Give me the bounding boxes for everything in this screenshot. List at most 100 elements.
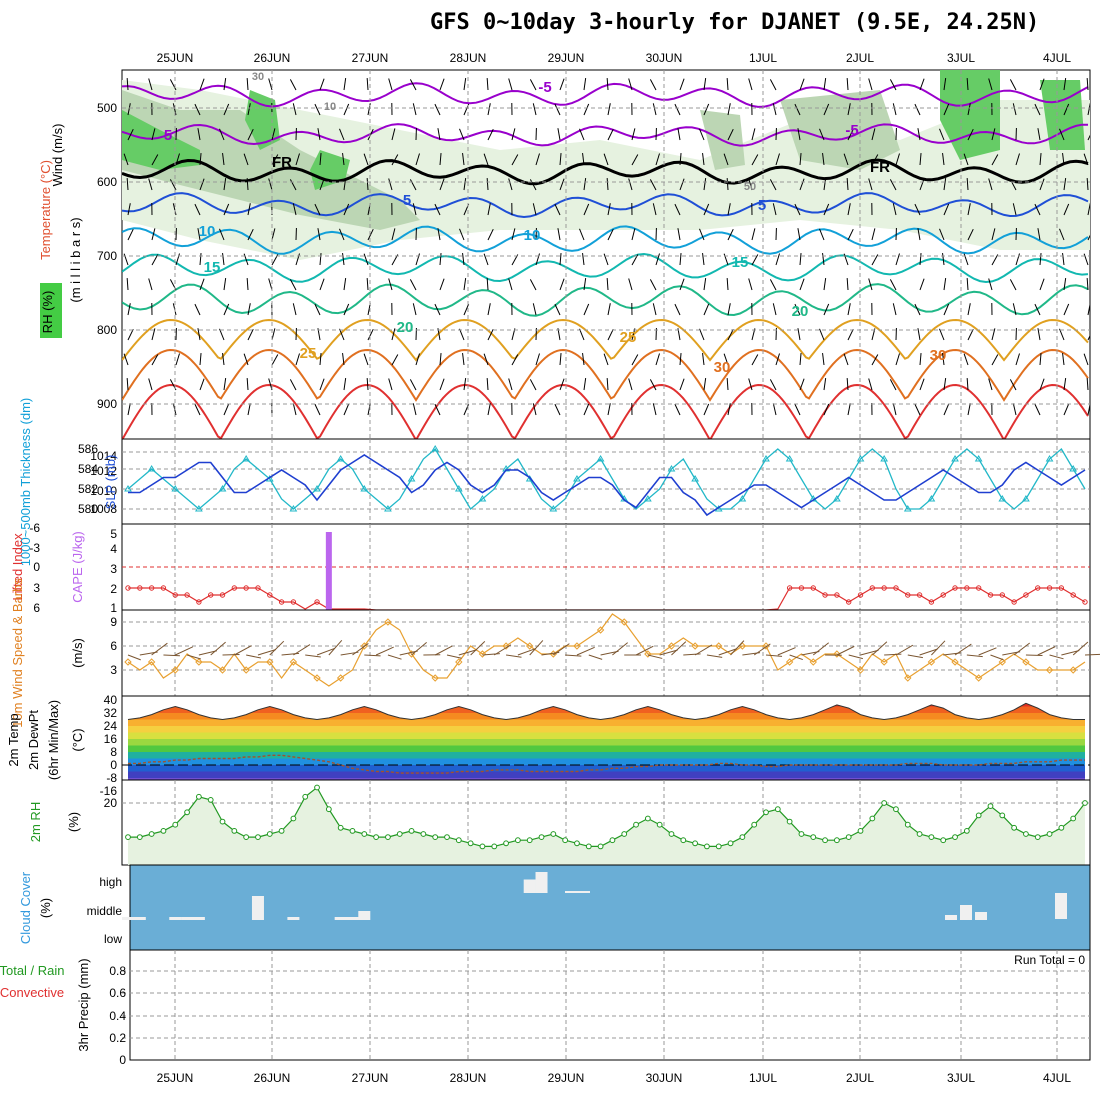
wind-barb: [412, 103, 417, 116]
rh-point: [845, 834, 852, 840]
wind-barb: [223, 103, 230, 116]
y-tick-label: 700: [97, 249, 117, 263]
wind-barb: [966, 177, 969, 191]
wind-barb: [699, 328, 705, 341]
wind-barb: [871, 254, 879, 266]
wind-barb: [579, 228, 585, 241]
wind-barb: [529, 79, 537, 91]
wind-speed-point: [242, 666, 250, 674]
wind-barb: [366, 177, 369, 191]
wind-barb: [342, 153, 345, 166]
panel-2m-rh: 20 2m RH (%): [28, 779, 1091, 866]
2m-rh-unit: (%): [66, 812, 81, 832]
panel-lifted-index: -6 -3 0 3 6 54 3 2 1 Lifted Index CAPE (J/kg): [10, 521, 1091, 615]
rh-shade-mid: [780, 90, 900, 170]
wind-barb: [727, 303, 731, 316]
y-tick-label: 0: [110, 758, 117, 772]
wind-barb: [726, 177, 729, 191]
wind-barb: [836, 645, 855, 656]
y-tick-label: 2: [110, 582, 117, 596]
rh-point: [243, 834, 250, 840]
wind-barb: [1009, 179, 1017, 191]
wind-barb: [409, 279, 417, 291]
wind-barb: [967, 228, 974, 241]
rh-point: [255, 834, 261, 840]
wind-barb: [892, 403, 897, 416]
wind-barb: [388, 178, 393, 191]
wind-barb: [268, 178, 273, 191]
contour-label: 50: [744, 181, 756, 193]
isotherm-minus5: [122, 82, 1089, 108]
wind-barb: [199, 378, 205, 391]
rh-point: [727, 840, 734, 847]
rh-point: [893, 806, 899, 813]
y-tick-label: low: [104, 932, 122, 946]
wind-barb: [583, 78, 587, 91]
wind-speed-point: [596, 626, 605, 634]
wind-speed-line: [127, 613, 1086, 687]
thickness-point: [384, 505, 392, 512]
wind-barb: [532, 103, 537, 116]
wind-barb: [151, 328, 156, 341]
wind-barb: [1015, 153, 1020, 166]
wind-speed-point: [147, 658, 156, 666]
rh-point: [680, 837, 687, 844]
isotherm-5: [122, 192, 1089, 219]
wind-barb: [319, 153, 322, 166]
wind-barb: [1015, 253, 1020, 266]
temp-band: [128, 732, 1085, 739]
temp-band: [128, 758, 1085, 765]
wind-barb: [506, 654, 522, 658]
top-date-label: 3JUL: [947, 51, 975, 65]
thickness-point: [785, 455, 794, 462]
wind-barb: [871, 354, 879, 366]
wind-barb: [652, 203, 657, 216]
wind-barb: [1063, 278, 1067, 291]
wind-barb: [799, 78, 805, 91]
top-date-label: 28JUN: [450, 51, 487, 65]
wind-barb: [954, 643, 972, 656]
wind-barb: [988, 178, 993, 191]
wind-barb: [748, 178, 753, 191]
wind-barb: [652, 403, 657, 416]
y-tick-label: 40: [104, 693, 118, 707]
temp-band: [128, 745, 1085, 752]
wind-barb: [367, 403, 371, 416]
wind-barb: [868, 178, 873, 191]
wind-barb: [463, 378, 467, 391]
wind-barb: [799, 178, 805, 191]
wind-barb: [339, 228, 345, 241]
wind-barb: [1039, 378, 1045, 391]
wind-barb: [699, 228, 705, 241]
wind-barb: [967, 303, 971, 316]
wind-barb: [127, 654, 141, 661]
wind-barb: [151, 128, 156, 141]
li-point: [834, 592, 840, 598]
wind-barb: [963, 153, 969, 166]
wind-barb: [914, 403, 921, 416]
wind-barb: [683, 653, 701, 656]
li-point: [869, 585, 876, 591]
wind-barb: [1061, 650, 1080, 656]
contour-label: 5: [403, 192, 411, 209]
wind-barb: [151, 354, 159, 366]
wind-barb: [246, 654, 261, 659]
wind-barb: [439, 378, 445, 391]
bottom-date-label: 1JUL: [749, 1071, 777, 1085]
wind-barb: [317, 228, 321, 241]
rh-point: [715, 843, 722, 850]
wind-barb: [889, 179, 897, 191]
wind-speed-point: [667, 642, 676, 650]
wind-barb: [967, 403, 971, 416]
wind-barb: [649, 79, 657, 91]
wind-barb: [553, 643, 570, 656]
wind-barb: [199, 353, 202, 366]
wind-barb: [797, 328, 801, 341]
minmax-label: (6hr Min/Max): [46, 700, 61, 780]
wind-barb: [535, 153, 540, 166]
wind-barb: [223, 203, 230, 216]
wind-barb: [679, 153, 682, 166]
wind-barb: [151, 254, 159, 266]
li-point: [1058, 585, 1065, 591]
wind-barb: [702, 353, 705, 366]
